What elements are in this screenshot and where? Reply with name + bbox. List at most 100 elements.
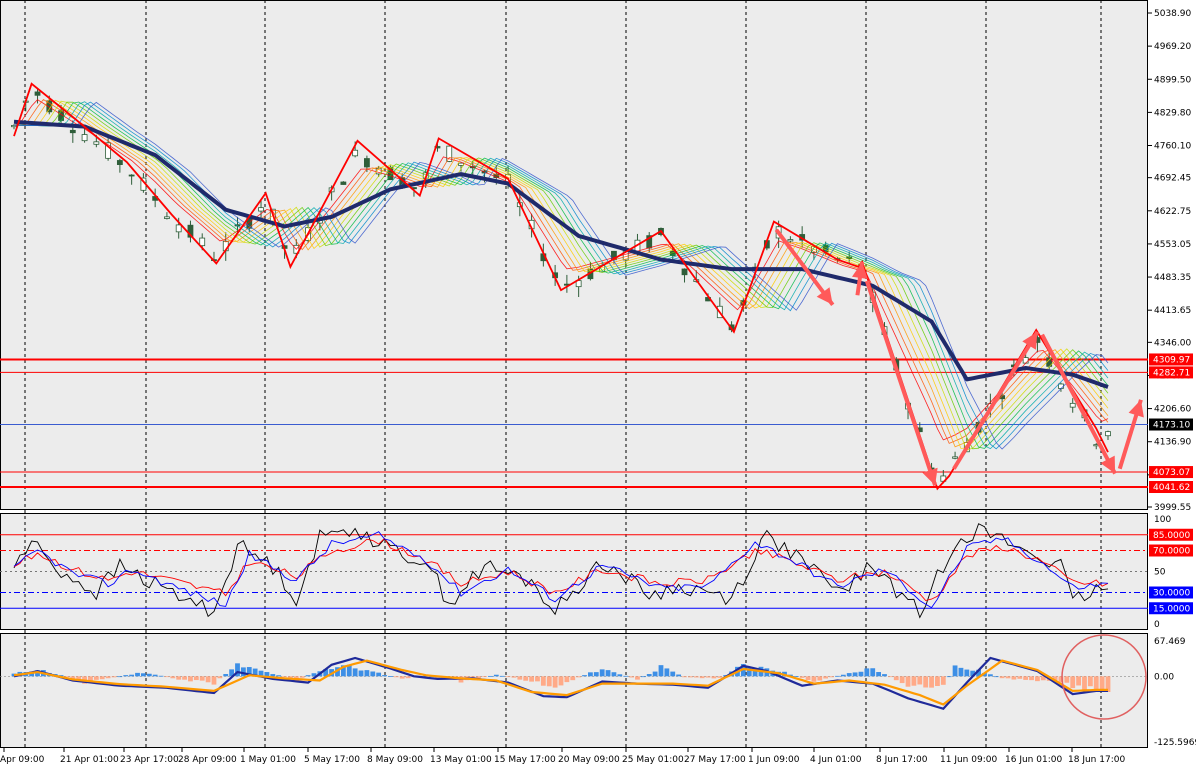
macd-histogram-bar	[976, 669, 982, 677]
macd-histogram-bar	[388, 676, 393, 677]
macd-histogram-bar	[76, 676, 82, 682]
macd-histogram-bar	[93, 676, 99, 680]
macd-histogram-bar	[105, 676, 111, 679]
macd-histogram-bar	[382, 675, 387, 677]
macd-histogram-bar	[176, 676, 182, 680]
macd-histogram-bar	[1005, 676, 1011, 679]
macd-histogram-bar	[935, 676, 940, 686]
candle-body	[258, 207, 264, 212]
level-price-tag	[1149, 481, 1193, 494]
price-candle	[34, 88, 41, 104]
osc-level-tag-label: 30.0000	[1153, 589, 1190, 599]
macd-histogram-bar	[640, 676, 646, 678]
price-candle	[458, 162, 464, 172]
macd-histogram-bar	[646, 674, 652, 677]
macd-histogram-bar	[623, 675, 629, 677]
macd-histogram-bar	[252, 668, 258, 677]
macd-histogram-bar	[629, 676, 634, 678]
macd-histogram-bar	[746, 666, 752, 677]
macd-histogram-bar	[376, 672, 382, 677]
macd-histogram-bar	[576, 676, 582, 678]
time-axis-label: 8 May 09:00	[367, 755, 423, 765]
candle-body	[34, 91, 41, 96]
candle-body	[69, 129, 76, 134]
macd-histogram-bar	[270, 674, 276, 677]
macd-histogram-bar	[982, 672, 987, 677]
arrow-shaft	[864, 280, 937, 487]
ma-ribbon-line	[13, 101, 1109, 450]
macd-histogram-bar	[211, 676, 217, 685]
macd-histogram-bar	[682, 676, 687, 678]
arrow-head	[1128, 399, 1144, 418]
macd-histogram-bar	[882, 674, 887, 677]
price-candle	[128, 174, 135, 185]
price-axis-label: 4829.80	[1154, 108, 1191, 118]
macd-histogram-bar	[182, 676, 187, 680]
time-axis-label: 21 Apr 01:00	[60, 755, 119, 765]
macd-histogram-bar	[664, 668, 670, 677]
price-axis	[1148, 0, 1196, 766]
macd-histogram-bar	[929, 676, 934, 688]
osc-level-tag	[1149, 544, 1193, 557]
time-axis	[0, 748, 1196, 766]
ma-ribbon-line	[13, 101, 1109, 450]
macd-histogram-bar	[517, 676, 523, 680]
macd-histogram-bar	[652, 671, 658, 677]
macd-histogram-bar	[693, 676, 699, 678]
price-candle	[1069, 398, 1076, 413]
arrow-head	[922, 467, 938, 486]
price-axis-label: 4553.05	[1154, 240, 1191, 250]
macd-histogram-bar	[340, 665, 346, 677]
macd-histogram-bar	[140, 673, 146, 677]
macd-histogram-bar	[893, 676, 899, 681]
trend-arrow	[774, 228, 835, 306]
macd-histogram-bar	[499, 675, 505, 677]
macd-histogram-bar	[558, 676, 564, 686]
current-price-tag-label: 4173.10	[1153, 421, 1190, 431]
macd-histogram-bar	[829, 676, 834, 678]
macd-histogram-bar	[282, 676, 287, 678]
macd-histogram-bar	[593, 672, 599, 677]
macd-histogram-bar	[823, 676, 829, 679]
macd-histogram-bar	[1070, 676, 1076, 689]
price-axis-label: 4969.20	[1154, 42, 1191, 52]
macd-histogram-bar	[817, 676, 823, 681]
macd-histogram-bar	[482, 676, 487, 678]
candle-body	[458, 162, 464, 166]
time-axis-label: 4 Jun 01:00	[810, 755, 862, 765]
macd-histogram-bar	[35, 670, 40, 677]
macd-histogram-bar	[570, 676, 576, 681]
macd-histogram-bar	[535, 676, 540, 682]
price-candle	[116, 158, 123, 173]
time-axis-label: 13 May 01:00	[430, 755, 492, 765]
macd-histogram-bar	[911, 676, 917, 686]
oscillator-line-signal	[13, 537, 1109, 602]
macd-histogram-bar	[546, 676, 552, 687]
macd-histogram-bar	[835, 675, 840, 677]
time-axis-label: 5 May 17:00	[304, 755, 360, 765]
macd-histogram-bar	[235, 663, 240, 677]
macd-histogram-bar	[170, 676, 176, 679]
price-axis-label: 4136.90	[1154, 438, 1191, 448]
macd-histogram-bar	[135, 672, 140, 677]
level-price-tag-label: 4309.97	[1153, 355, 1190, 365]
macd-histogram-bar	[1040, 676, 1046, 681]
macd-histogram-bar	[946, 676, 952, 678]
trend-arrow	[864, 280, 938, 487]
macd-histogram-bar	[846, 673, 852, 677]
macd-histogram-bar	[993, 676, 999, 678]
macd-histogram-bar	[358, 670, 364, 677]
trend-arrow	[852, 261, 868, 296]
osc-level-tag-label: 15.0000	[1153, 604, 1190, 614]
candle-body	[116, 160, 123, 165]
oscillator-line-rsi	[13, 531, 1109, 609]
macd-histogram-bar	[1076, 676, 1081, 686]
macd-histogram-bar	[405, 676, 411, 679]
time-axis-label: 23 Apr 17:00	[120, 755, 179, 765]
macd-histogram-bar	[676, 674, 682, 677]
time-axis-label: 18 Jun 17:00	[1068, 755, 1125, 765]
candle-body	[164, 216, 170, 219]
macd-histogram-bar	[346, 664, 352, 677]
